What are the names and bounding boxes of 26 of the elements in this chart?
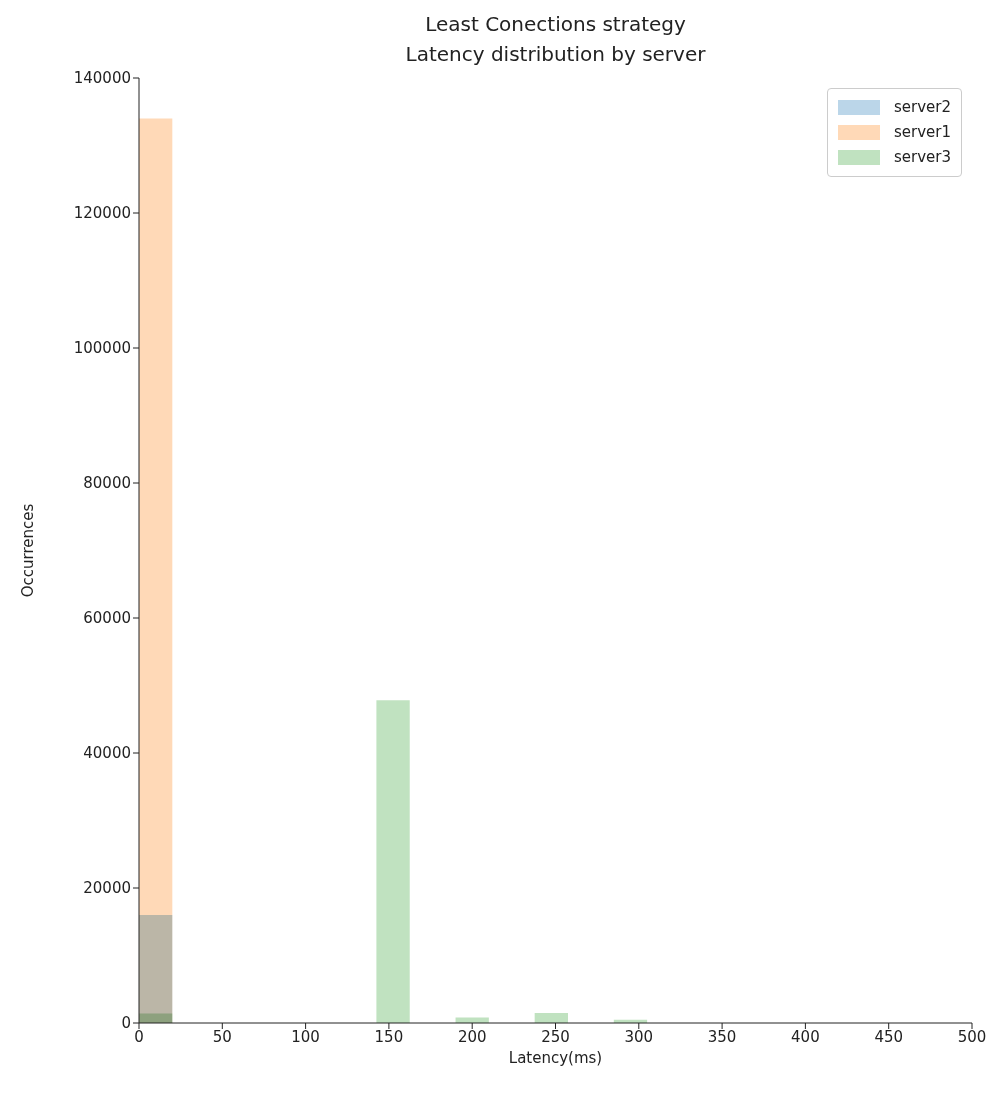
legend-label: server2 [893, 97, 951, 118]
y-axis-title: Occurrences [19, 503, 38, 598]
y-tick-label: 20000 [83, 879, 131, 898]
x-tick-label: 50 [212, 1027, 232, 1046]
legend-label: server1 [893, 122, 951, 143]
x-tick-label: 250 [541, 1027, 570, 1046]
y-tick-label: 0 [121, 1014, 131, 1033]
y-tick-label: 100000 [73, 339, 131, 358]
x-tick-label: 500 [957, 1027, 987, 1046]
chart-subtitle: Latency distribution by server [404, 42, 707, 66]
x-tick-label: 150 [374, 1027, 404, 1046]
y-tick-label: 140000 [73, 69, 131, 88]
x-tick-label: 0 [134, 1027, 144, 1046]
x-tick-label: 300 [624, 1027, 654, 1046]
legend-label: server3 [893, 147, 951, 168]
x-tick-label: 100 [291, 1027, 320, 1046]
x-tick-label: 350 [707, 1027, 737, 1046]
chart-title: Least Conections strategy [424, 12, 687, 36]
x-axis-title: Latency(ms) [508, 1049, 603, 1067]
y-tick-label: 120000 [73, 204, 131, 223]
y-tick-label: 40000 [83, 744, 131, 763]
x-tick-label: 200 [457, 1027, 487, 1046]
x-tick-label: 450 [874, 1027, 904, 1046]
y-tick-label: 80000 [83, 474, 131, 493]
y-tick-label: 60000 [83, 609, 131, 628]
x-tick-label: 400 [791, 1027, 820, 1046]
